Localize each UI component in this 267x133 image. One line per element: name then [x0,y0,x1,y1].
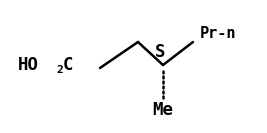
Text: S: S [155,43,165,61]
Text: C: C [63,56,73,74]
Text: Pr-n: Pr-n [200,26,237,41]
Text: HO: HO [18,56,39,74]
Text: Me: Me [152,101,174,119]
Text: 2: 2 [56,65,63,75]
